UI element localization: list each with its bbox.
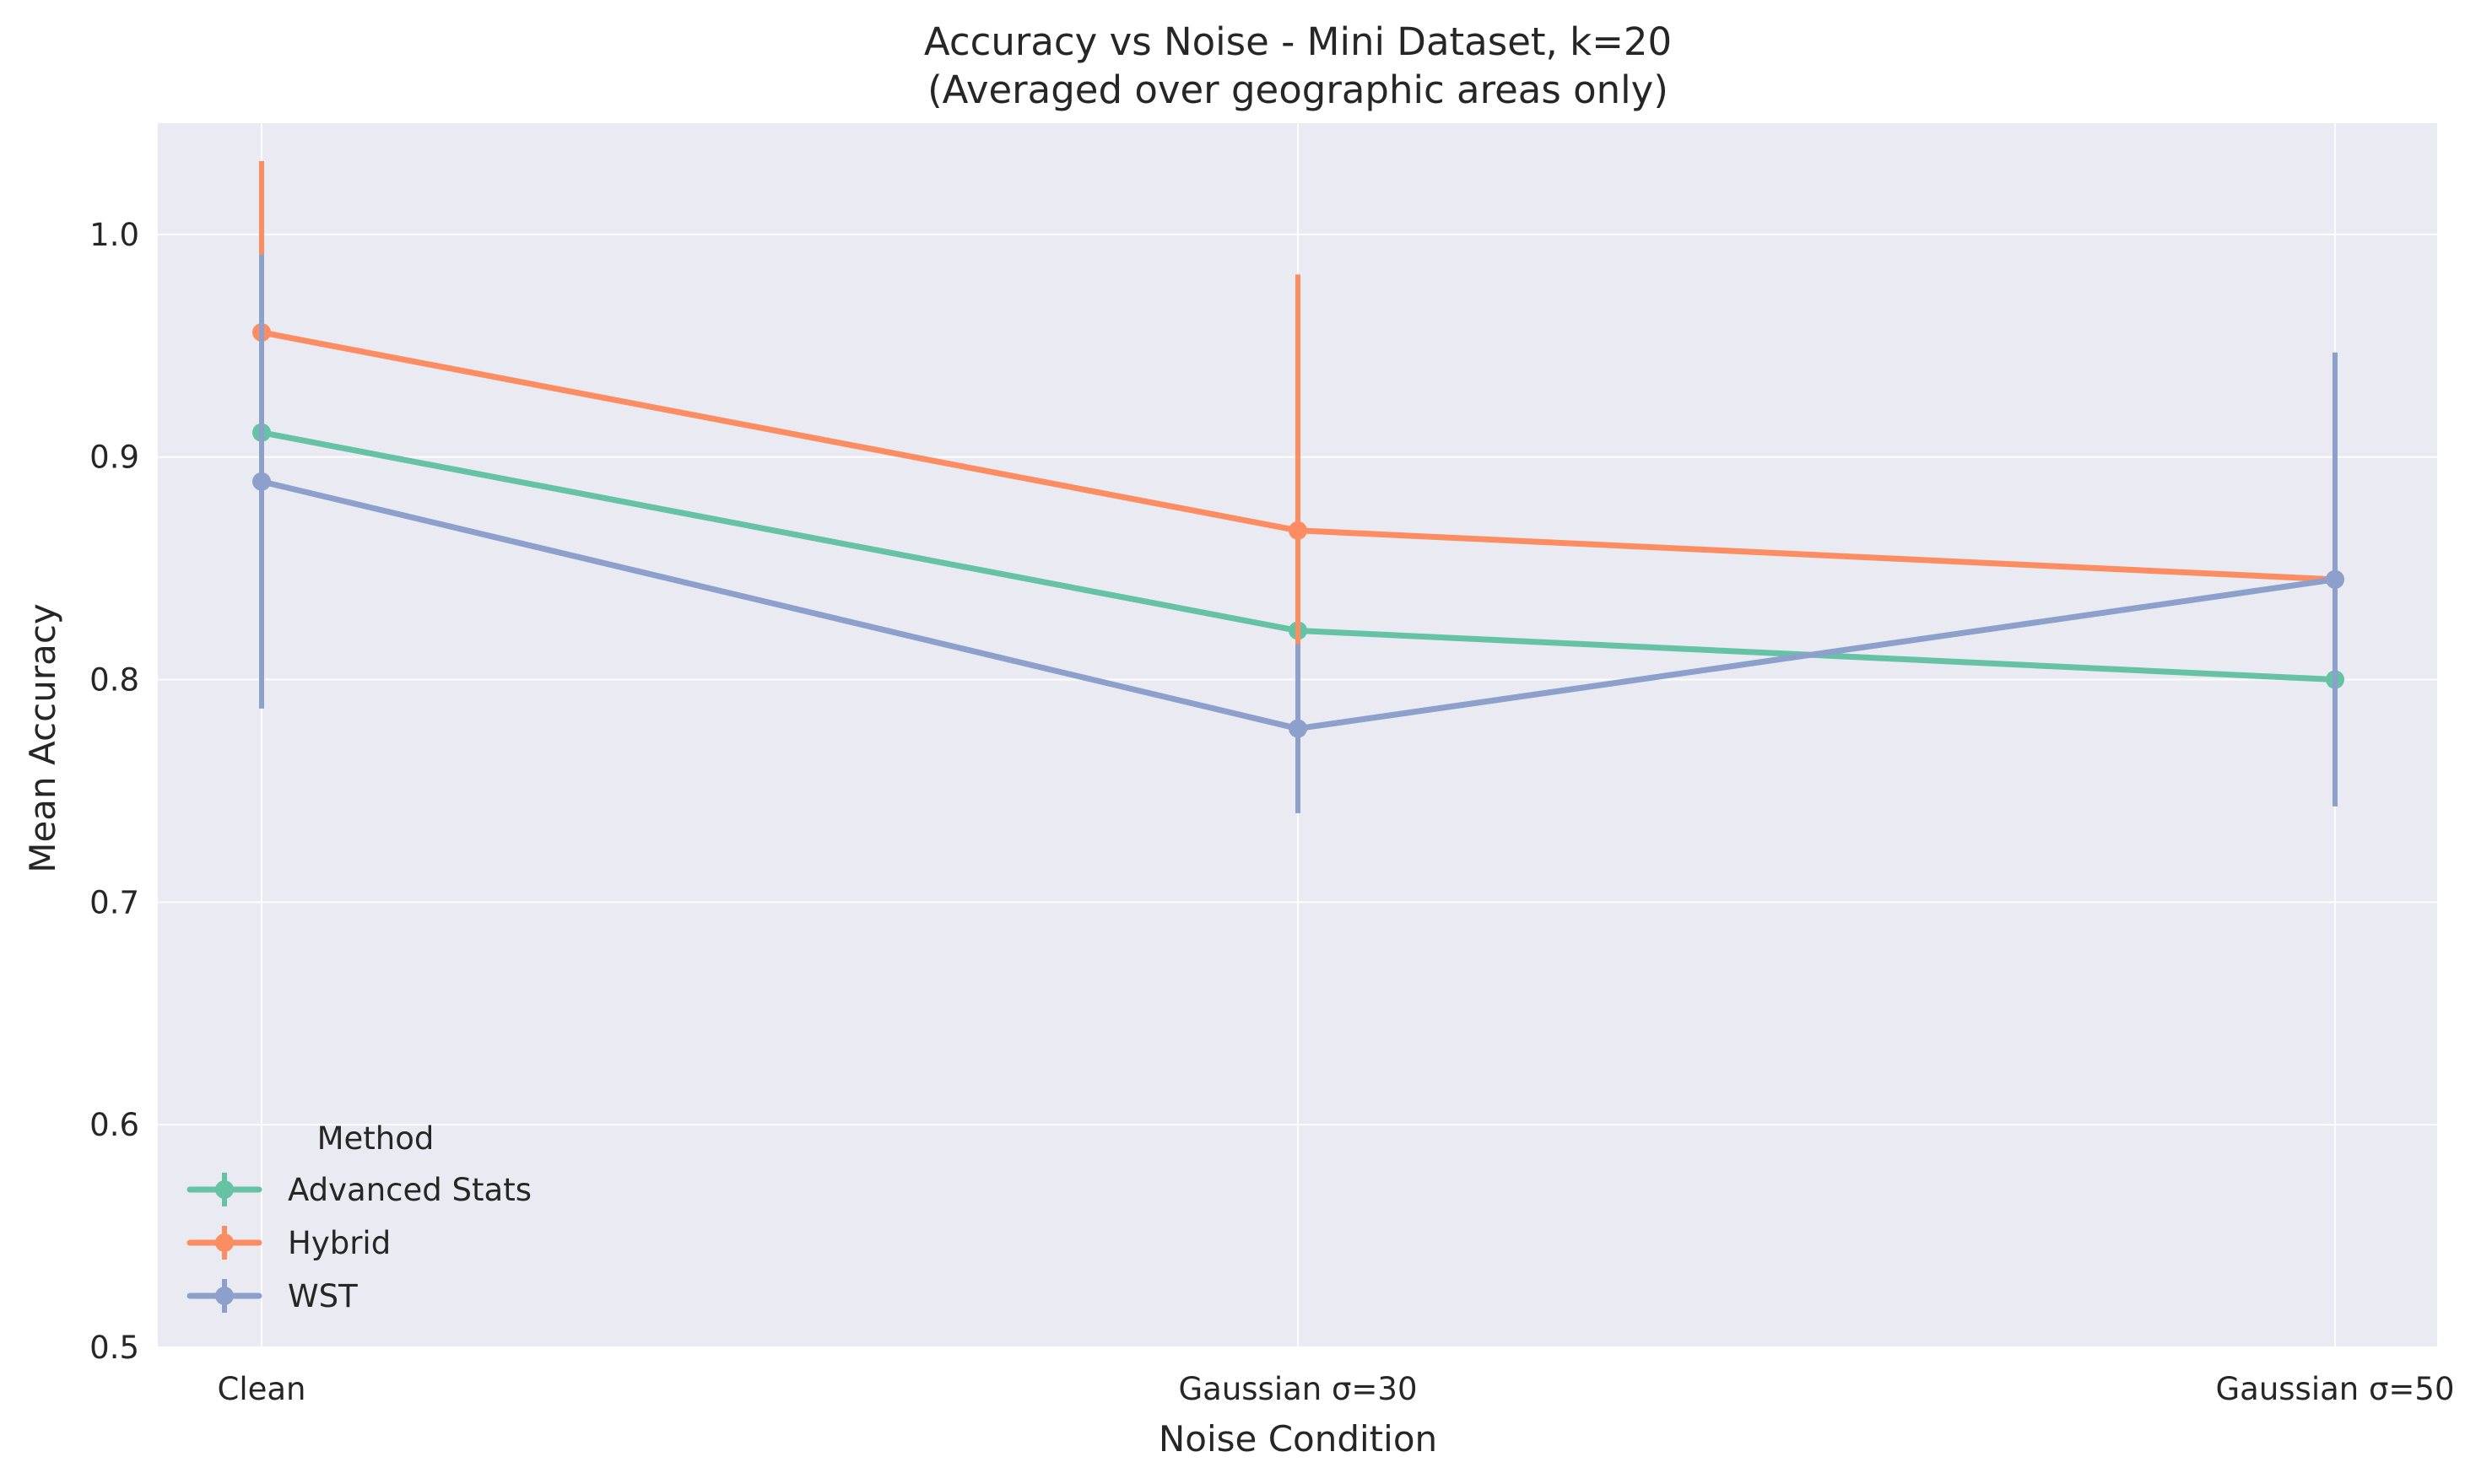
legend-marker (215, 1233, 234, 1252)
legend: Method Advanced Stats Hybrid WST (186, 1120, 532, 1314)
legend-entry: Hybrid (186, 1225, 391, 1261)
legend-label: Advanced Stats (288, 1172, 532, 1208)
y-tick-label: 0.5 (89, 1330, 139, 1366)
legend-marker (215, 1287, 234, 1305)
y-axis-label: Mean Accuracy (22, 603, 63, 873)
legend-label: Hybrid (288, 1225, 391, 1261)
legend-entry: WST (186, 1278, 358, 1314)
series-layer (252, 160, 2344, 813)
x-tick-label: Clean (217, 1371, 305, 1407)
data-point (1289, 719, 1307, 738)
x-axis-label: Noise Condition (1159, 1418, 1437, 1460)
x-tick-label: Gaussian σ=50 (2215, 1371, 2454, 1407)
legend-entry: Advanced Stats (186, 1172, 532, 1208)
y-tick-label: 1.0 (89, 217, 139, 253)
tick-labels: 0.5 0.6 0.7 0.8 0.9 1.0 Clean Gaussian σ=30 Gaus… (89, 217, 2454, 1407)
data-point (1289, 521, 1307, 540)
chart-subtitle: (Averaged over geographic areas only) (927, 67, 1668, 112)
chart-title: Accuracy vs Noise - Mini Dataset, k=20 (924, 19, 1672, 64)
y-tick-label: 0.9 (89, 440, 139, 476)
y-tick-label: 0.6 (89, 1107, 139, 1143)
x-tick-label: Gaussian σ=30 (1178, 1371, 1417, 1407)
series-wst (252, 254, 2344, 813)
data-point (252, 472, 271, 491)
legend-title: Method (317, 1120, 435, 1157)
y-tick-label: 0.7 (89, 884, 139, 920)
legend-label: WST (288, 1278, 358, 1314)
data-point (2326, 569, 2344, 589)
y-tick-label: 0.8 (89, 662, 139, 699)
legend-marker (215, 1180, 234, 1199)
